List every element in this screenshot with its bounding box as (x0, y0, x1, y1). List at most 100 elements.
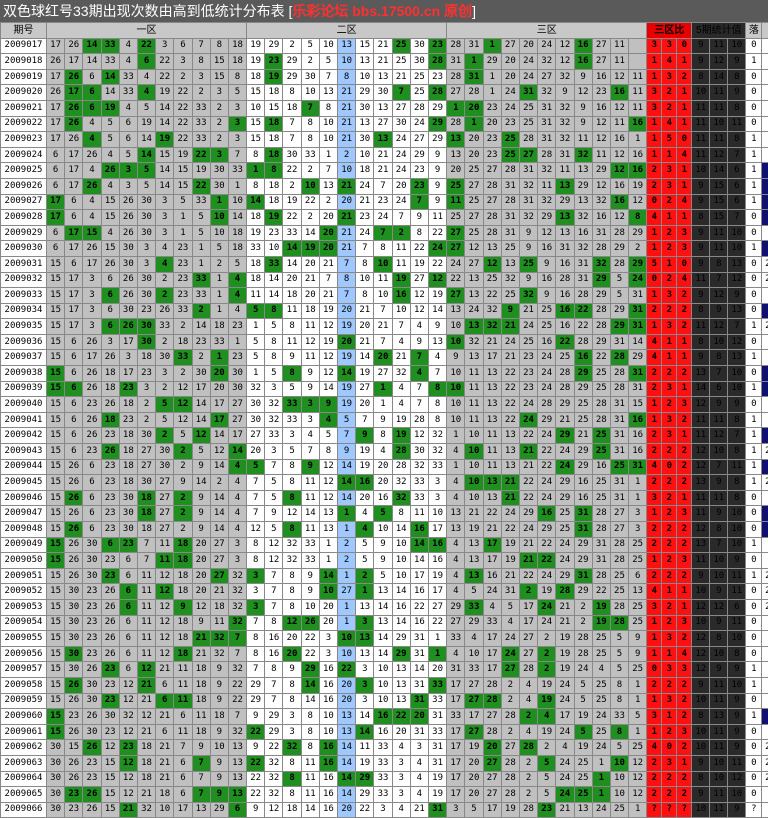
number-cell: 27 (137, 444, 155, 460)
number-cell: 27 (483, 787, 501, 803)
number-cell: 21 (137, 787, 155, 803)
stats-cell: 13 (692, 537, 710, 553)
period-id: 2009054 (1, 615, 47, 631)
number-cell: 31 (610, 334, 628, 350)
number-cell: 20 (338, 677, 356, 693)
number-cell: 5 (538, 771, 556, 787)
number-cell: 15 (47, 350, 65, 366)
title-site[interactable]: 乐彩论坛 bbs.17500.cn 原创 (292, 3, 472, 19)
number-cell: 2 (538, 631, 556, 647)
number-cell: 5 (247, 303, 265, 319)
number-cell: 26 (301, 615, 319, 631)
number-cell: 33 (428, 693, 446, 709)
number-cell: 25 (592, 475, 610, 491)
number-cell: 17 (519, 615, 537, 631)
number-cell: 23 (83, 771, 101, 787)
number-cell: 3 (428, 490, 446, 506)
link-cell: ? (762, 802, 768, 818)
number-cell: 16 (610, 178, 628, 194)
number-cell: 18 (301, 303, 319, 319)
ratio-cell: 3 (662, 319, 677, 335)
number-cell: 21 (501, 319, 519, 335)
number-cell: 6 (119, 662, 137, 678)
number-cell: 16 (574, 225, 592, 241)
number-cell: 6 (83, 100, 101, 116)
number-cell: 3 (119, 163, 137, 179)
number-cell: 6 (65, 381, 83, 397)
number-cell: 5 (137, 178, 155, 194)
number-cell: 20 (410, 709, 428, 725)
number-cell: 30 (301, 69, 319, 85)
number-cell: 6 (119, 584, 137, 600)
stats-cell: 11 (710, 241, 728, 257)
number-cell: 7 (374, 178, 392, 194)
number-cell: 24 (392, 147, 410, 163)
number-cell: 28 (483, 178, 501, 194)
number-cell: 31 (574, 506, 592, 522)
number-cell: 26 (65, 132, 83, 148)
number-cell: 31 (629, 381, 647, 397)
number-cell: 12 (283, 506, 301, 522)
number-cell: 11 (283, 303, 301, 319)
number-cell: 4 (228, 475, 246, 491)
number-cell: 27 (374, 366, 392, 382)
number-cell: 24 (465, 303, 483, 319)
period-id: 2009049 (1, 537, 47, 553)
number-cell: 14 (192, 475, 210, 491)
number-cell: 4 (556, 740, 574, 756)
number-cell: 7 (228, 631, 246, 647)
number-cell: 11 (283, 334, 301, 350)
number-cell: 23 (101, 677, 119, 693)
number-cell: 32 (574, 241, 592, 257)
number-cell: 23 (483, 147, 501, 163)
number-cell: 8 (338, 272, 356, 288)
stats-cell: 9 (692, 38, 710, 54)
number-cell: 12 (137, 662, 155, 678)
number-cell: 10 (210, 740, 228, 756)
period-id: 2009028 (1, 210, 47, 226)
number-cell: 14 (410, 662, 428, 678)
number-cell: 7 (319, 272, 337, 288)
drop-cell: 1 (746, 459, 762, 475)
number-cell: 17 (483, 802, 501, 818)
number-cell: 3 (83, 319, 101, 335)
number-cell: 13 (465, 568, 483, 584)
number-cell: 32 (519, 210, 537, 226)
number-cell: 12 (428, 272, 446, 288)
number-cell: 11 (610, 54, 628, 70)
link-cell: 2 (762, 54, 768, 70)
number-cell: 20 (338, 303, 356, 319)
link-cell: 2 (762, 350, 768, 366)
number-cell: 4 (83, 116, 101, 132)
number-cell: 19 (247, 38, 265, 54)
stats-cell: 8 (692, 771, 710, 787)
number-cell: 6 (119, 116, 137, 132)
number-cell: 17 (465, 709, 483, 725)
number-cell: 33 (119, 69, 137, 85)
number-cell: 32 (556, 132, 574, 148)
ratio-cell: 3 (677, 506, 692, 522)
number-cell: 21 (356, 194, 374, 210)
number-cell: 3 (392, 787, 410, 803)
number-cell: 4 (447, 444, 465, 460)
ratio-cell: 4 (677, 194, 692, 210)
number-cell: 8 (428, 412, 446, 428)
stats-cell: 9 (692, 225, 710, 241)
number-cell: 10 (319, 724, 337, 740)
number-cell: 4 (228, 522, 246, 538)
number-cell: 22 (574, 319, 592, 335)
number-cell: 8 (283, 677, 301, 693)
number-cell: 11 (392, 256, 410, 272)
stats-cell: 7 (710, 272, 728, 288)
ratio-cell: 2 (662, 506, 677, 522)
number-cell: 1 (428, 646, 446, 662)
number-cell: 4 (228, 288, 246, 304)
ratio-cell: 1 (647, 225, 662, 241)
number-cell: 8 (283, 522, 301, 538)
ratio-cell: 1 (662, 210, 677, 226)
stats-cell: 10 (692, 615, 710, 631)
number-cell: 12 (410, 303, 428, 319)
